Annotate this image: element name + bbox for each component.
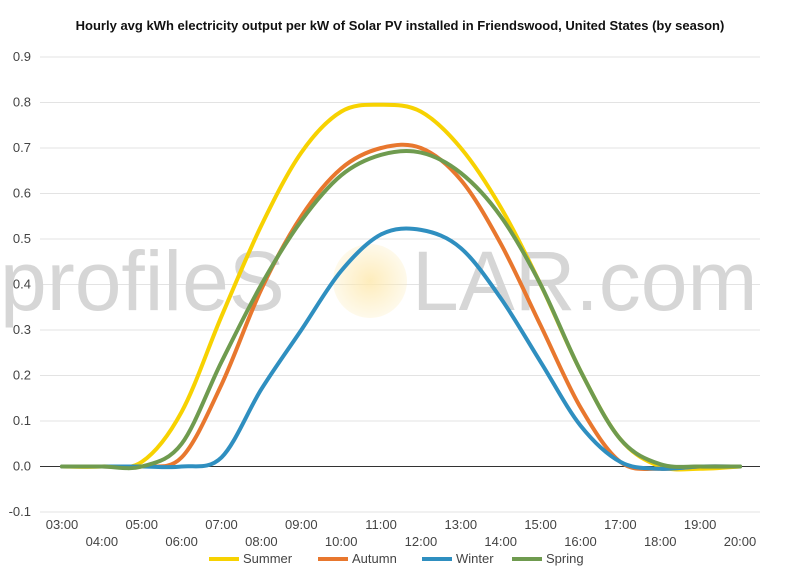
x-tick-label: 04:00 [86,534,119,549]
x-tick-label: 09:00 [285,517,318,532]
x-tick-label: 06:00 [165,534,198,549]
grid [40,56,760,513]
y-tick-label: 0.4 [13,277,31,292]
x-tick-label: 07:00 [205,517,238,532]
x-axis: 03:00 04:00 05:00 06:00 07:00 08:00 09:00 10:00… [46,517,757,549]
y-tick-label: 0.1 [13,413,31,428]
x-tick-label: 15:00 [524,517,557,532]
watermark-right: LAR.com [412,234,757,328]
watermark-left: profileS [0,234,285,328]
x-tick-label: 12:00 [405,534,438,549]
legend-label: Summer [243,551,293,566]
legend: Summer Autumn Winter Spring [209,551,584,566]
y-tick-label: 0.2 [13,368,31,383]
legend-item-winter[interactable]: Winter [422,551,494,566]
series-line-winter [60,226,742,471]
x-tick-label: 14:00 [484,534,517,549]
x-tick-label: 03:00 [46,517,79,532]
x-tick-label: 05:00 [125,517,158,532]
x-tick-label: 16:00 [564,534,597,549]
legend-item-spring[interactable]: Spring [512,551,584,566]
y-tick-label: 0.3 [13,322,31,337]
watermark-sun-icon [333,244,407,318]
y-tick-label: -0.1 [9,504,31,519]
y-axis: -0.1 0.0 0.1 0.2 0.3 0.4 0.5 0.6 0.7 0.8 0.9 [9,49,31,519]
x-tick-label: 13:00 [445,517,478,532]
x-tick-label: 17:00 [604,517,637,532]
y-tick-label: 0.6 [13,186,31,201]
chart-title: Hourly avg kWh electricity output per kW… [75,18,725,33]
x-tick-label: 18:00 [644,534,677,549]
legend-label: Winter [456,551,494,566]
y-tick-label: 0.9 [13,49,31,64]
y-tick-label: 0.8 [13,95,31,110]
x-tick-label: 19:00 [684,517,717,532]
legend-label: Spring [546,551,584,566]
series-line-spring [60,148,742,471]
y-tick-label: 0.5 [13,231,31,246]
legend-item-summer[interactable]: Summer [209,551,293,566]
legend-label: Autumn [352,551,397,566]
y-tick-label: 0.7 [13,140,31,155]
x-tick-label: 11:00 [365,517,397,532]
series-layer [60,102,742,472]
legend-item-autumn[interactable]: Autumn [318,551,397,566]
x-tick-label: 08:00 [245,534,278,549]
x-tick-label: 10:00 [325,534,358,549]
x-tick-label: 20:00 [724,534,757,549]
y-tick-label: 0.0 [13,459,31,474]
watermark: profileS LAR.com [0,234,757,328]
